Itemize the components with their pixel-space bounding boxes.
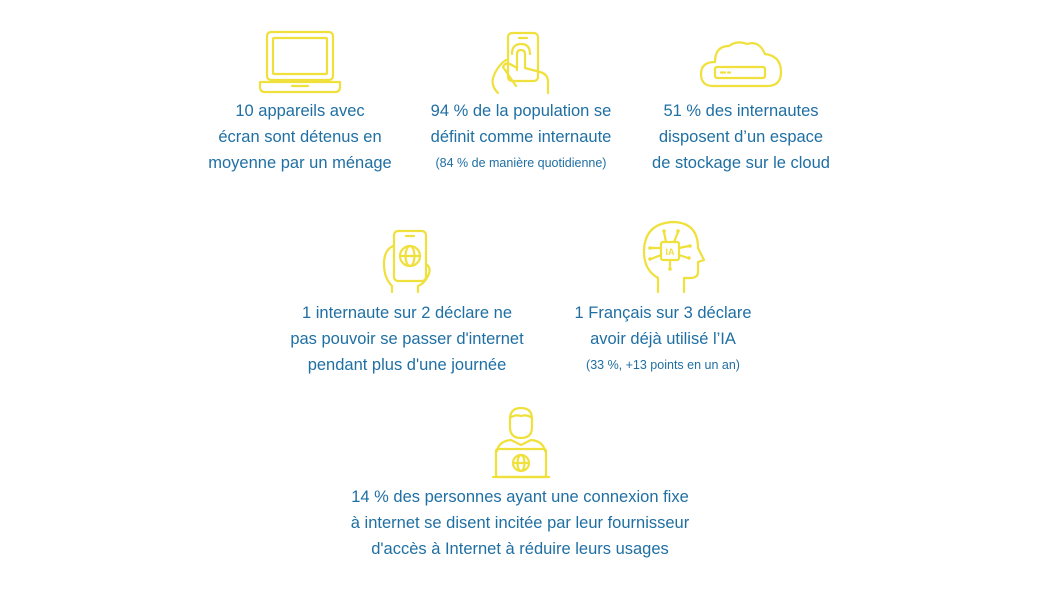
stat-cannot-do-without-line-2: pas pouvoir se passer d'internet [290, 330, 524, 348]
stat-devices-line-2: écran sont détenus en [218, 128, 382, 146]
stat-internet-users-note: (84 % de manière quotidienne) [435, 156, 607, 170]
stat-cloud: 51 % des internautes disposent d’un espa… [630, 98, 852, 176]
stat-ai-usage-line-1: 1 Français sur 3 déclare [574, 304, 752, 322]
stat-ai-usage-line-2: avoir déjà utilisé l’IA [590, 330, 736, 348]
stat-cloud-line-1: 51 % des internautes [663, 102, 819, 120]
stat-internet-users-line-2: définit comme internaute [430, 128, 612, 146]
stat-devices-line-1: 10 appareils avec [235, 102, 365, 120]
stat-cannot-do-without: 1 internaute sur 2 déclare ne pas pouvoi… [280, 300, 534, 378]
cloud-storage-icon [699, 38, 783, 90]
stat-cloud-line-3: de stockage sur le cloud [652, 154, 830, 172]
stat-devices-line-3: moyenne par un ménage [208, 154, 392, 172]
stat-ai-usage-note: (33 %, +13 points en un an) [586, 358, 740, 372]
stat-internet-users-line-1: 94 % de la population se [430, 102, 612, 120]
stat-ai-usage: 1 Français sur 3 déclare avoir déjà util… [552, 300, 774, 376]
stat-cannot-do-without-line-1: 1 internaute sur 2 déclare ne [301, 304, 513, 322]
smartphone-globe-icon [378, 228, 436, 294]
ai-head-icon: IA [638, 218, 706, 294]
stat-cloud-line-2: disposent d’un espace [658, 128, 824, 146]
stat-cannot-do-without-line-3: pendant plus d'une journée [307, 356, 507, 374]
stat-internet-users: 94 % de la population se définit comme i… [410, 98, 632, 174]
touch-tablet-icon [488, 30, 558, 96]
stat-isp-incentive: 14 % des personnes ayant une connexion f… [320, 484, 720, 562]
person-laptop-icon [491, 405, 551, 481]
stat-isp-incentive-line-2: à internet se disent incitée par leur fo… [350, 514, 690, 532]
ai-chip-label: IA [666, 247, 676, 257]
laptop-icon [258, 30, 342, 94]
stat-isp-incentive-line-1: 14 % des personnes ayant une connexion f… [351, 488, 689, 506]
stat-devices: 10 appareils avec écran sont détenus en … [190, 98, 410, 176]
stat-isp-incentive-line-3: d'accès à Internet à réduire leurs usage… [371, 540, 669, 558]
